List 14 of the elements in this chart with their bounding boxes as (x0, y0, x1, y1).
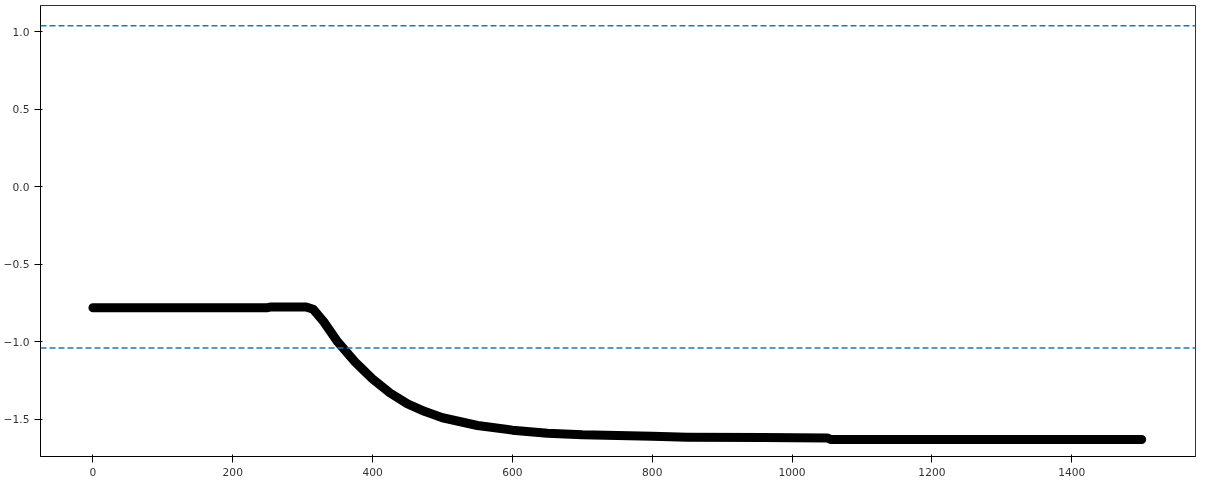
y-tick-label: −1.0 (3, 335, 30, 349)
x-tick-label: 1000 (778, 465, 806, 479)
x-tick-label: 200 (222, 465, 244, 479)
x-tick-label: 400 (362, 465, 383, 479)
x-tick-label: 600 (502, 465, 523, 479)
y-tick-label: 0.5 (12, 103, 30, 117)
x-tick-label: 800 (642, 465, 663, 479)
x-tick-label: 1200 (918, 465, 946, 479)
x-tick-label: 0 (89, 465, 97, 479)
y-tick-label: 0.0 (12, 180, 30, 194)
x-tick-label: 1400 (1058, 465, 1086, 479)
y-tick-label: −0.5 (3, 258, 30, 272)
y-tick-label: −1.5 (3, 413, 30, 427)
y-tick-label: 1.0 (12, 25, 30, 39)
